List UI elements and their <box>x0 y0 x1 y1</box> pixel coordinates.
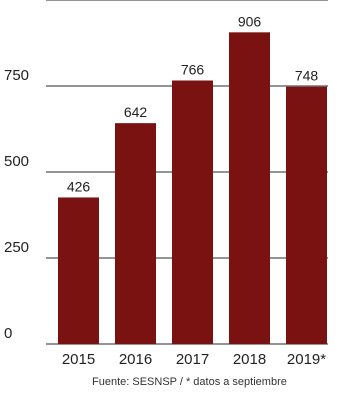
x-axis-ticks: 2015 2016 2017 2018 2019* <box>62 351 326 368</box>
y-tick-label: 250 <box>4 239 29 256</box>
bars <box>58 32 327 345</box>
y-tick-label: 750 <box>4 67 29 84</box>
bar-2016 <box>115 123 156 344</box>
source-note: Fuente: SESNSP / * datos a septiembre <box>92 376 287 388</box>
y-tick-label: 0 <box>4 325 12 342</box>
x-tick-label: 2015 <box>62 351 95 368</box>
data-labels: 426 642 766 906 748 <box>67 13 319 194</box>
data-label: 906 <box>238 13 262 29</box>
x-tick-label: 2018 <box>233 351 266 368</box>
bar-2017 <box>172 80 213 344</box>
bar-2018 <box>229 32 270 344</box>
data-label: 642 <box>124 104 148 120</box>
x-tick-label: 2017 <box>176 351 209 368</box>
y-tick-label: 500 <box>4 153 29 170</box>
data-label: 766 <box>181 61 205 77</box>
bar-2015 <box>58 197 99 344</box>
x-tick-label: 2016 <box>119 351 152 368</box>
bar-2019 <box>286 86 327 345</box>
data-label: 748 <box>295 68 319 84</box>
data-label: 426 <box>67 178 91 194</box>
x-tick-label: 2019* <box>287 351 326 368</box>
y-axis-ticks: 02505007501000 <box>4 67 29 342</box>
